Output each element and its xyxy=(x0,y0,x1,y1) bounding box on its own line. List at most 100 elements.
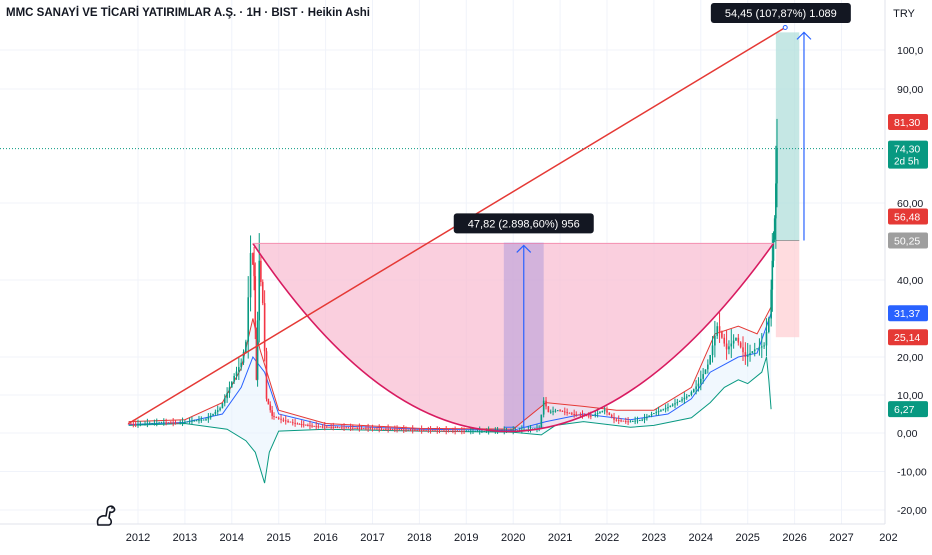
candle-body xyxy=(409,429,412,431)
candle-body xyxy=(291,422,294,424)
candle-body xyxy=(304,424,307,426)
price-badge-bg xyxy=(888,329,928,346)
candle-body xyxy=(615,419,618,421)
candle-body xyxy=(472,431,474,433)
candle-body xyxy=(302,424,305,426)
candle-body xyxy=(146,423,149,425)
candle-body xyxy=(728,346,730,350)
candle-body xyxy=(700,378,702,384)
candle-body xyxy=(770,289,772,319)
candle-body xyxy=(263,303,266,352)
candle-body xyxy=(354,427,356,429)
candle-body xyxy=(667,407,669,409)
candle-body xyxy=(581,414,584,416)
candle-body xyxy=(639,420,641,422)
tradingview-logo-icon[interactable] xyxy=(92,498,122,528)
candle-body xyxy=(233,376,235,382)
candle-body xyxy=(184,421,186,423)
candle-body xyxy=(242,352,245,363)
candle-body xyxy=(326,426,328,428)
candle-body xyxy=(380,428,383,430)
candle-body xyxy=(330,426,332,428)
candle-body xyxy=(643,418,646,420)
price-axis: 100,0 90,00 60,00 40,00 20,00 10,00 0,00 -10,00… xyxy=(884,0,932,550)
candle-body xyxy=(636,420,639,422)
candle-body xyxy=(365,428,367,430)
candle-body xyxy=(195,420,198,422)
candle-body xyxy=(267,398,270,405)
price-axis-label: 40,00 xyxy=(897,275,923,287)
candle-body xyxy=(756,348,758,350)
time-axis-label: 2021 xyxy=(548,532,572,544)
candle-body xyxy=(746,355,749,357)
price-badge-text: 31,37 xyxy=(894,308,920,320)
candle-body xyxy=(369,428,372,430)
price-badge-text: 56,48 xyxy=(894,212,920,224)
price-badge-bg xyxy=(888,232,928,249)
candle-body xyxy=(200,419,203,421)
price-axis-label: 60,00 xyxy=(897,198,923,210)
candle-body xyxy=(427,430,430,432)
time-axis-label: 2024 xyxy=(689,532,713,544)
candle-body xyxy=(443,430,445,432)
candle-body xyxy=(688,395,690,397)
candle-body xyxy=(416,429,418,431)
candle-body xyxy=(695,386,697,390)
candle-body xyxy=(476,430,479,432)
price-axis-label: -20,00 xyxy=(897,505,927,517)
candle-body xyxy=(613,417,615,420)
price-axis-label: 20,00 xyxy=(897,352,923,364)
candle-body xyxy=(436,430,439,432)
candle-body xyxy=(382,428,385,430)
candle-body xyxy=(478,430,481,432)
candle-body xyxy=(690,392,693,395)
candle-body xyxy=(158,422,160,424)
currency-button[interactable]: TRY xyxy=(893,8,915,20)
price-badge: 50,25 xyxy=(888,232,928,249)
candle-body xyxy=(434,430,436,432)
candle-body xyxy=(323,426,326,428)
candle-body xyxy=(315,426,318,428)
candle-body xyxy=(414,429,416,431)
tooltip-text: 54,45 (107,87%) 1.089 xyxy=(725,8,837,20)
price-axis-label: 100,0 xyxy=(897,45,923,57)
candle-body xyxy=(725,343,728,350)
candle-body xyxy=(458,430,461,432)
time-axis-label: 2020 xyxy=(501,532,525,544)
candle-body xyxy=(249,253,252,298)
candle-body xyxy=(723,337,726,344)
symbol-title: MMC SANAYİ VE TİCARİ YATIRIMLAR A.Ş. · 1… xyxy=(6,7,370,19)
candle-body xyxy=(461,430,463,432)
candle-body xyxy=(216,410,219,412)
time-axis-label: 2014 xyxy=(220,532,244,544)
time-axis-label: 2023 xyxy=(642,532,666,544)
candle-body xyxy=(356,427,358,429)
candle-body xyxy=(657,411,660,413)
candle-body xyxy=(193,420,196,422)
candle-body xyxy=(648,415,651,417)
candle-body xyxy=(440,430,443,432)
candle-body xyxy=(596,413,599,415)
price-badge: 25,14 xyxy=(888,329,928,346)
candle-body xyxy=(681,399,683,401)
candle-body xyxy=(391,429,394,431)
candle-body xyxy=(775,183,777,219)
candle-body xyxy=(177,422,179,424)
candle-body xyxy=(610,414,613,418)
candle-body xyxy=(418,429,421,431)
candle-body xyxy=(141,423,144,425)
price-badge-bg xyxy=(888,208,928,225)
candle-body xyxy=(425,430,427,432)
candle-body xyxy=(219,408,221,411)
candle-body xyxy=(420,430,423,432)
candle-body xyxy=(653,413,655,415)
price-axis-label: -10,00 xyxy=(897,467,927,479)
candle-body xyxy=(155,422,158,424)
price-badge-text: 81,30 xyxy=(894,117,920,129)
candle-body xyxy=(407,429,410,431)
time-axis: 2012 2013 2014 2015 2016 2017 2018 2019 2020 2021… xyxy=(0,523,898,544)
candle-body xyxy=(545,400,547,407)
